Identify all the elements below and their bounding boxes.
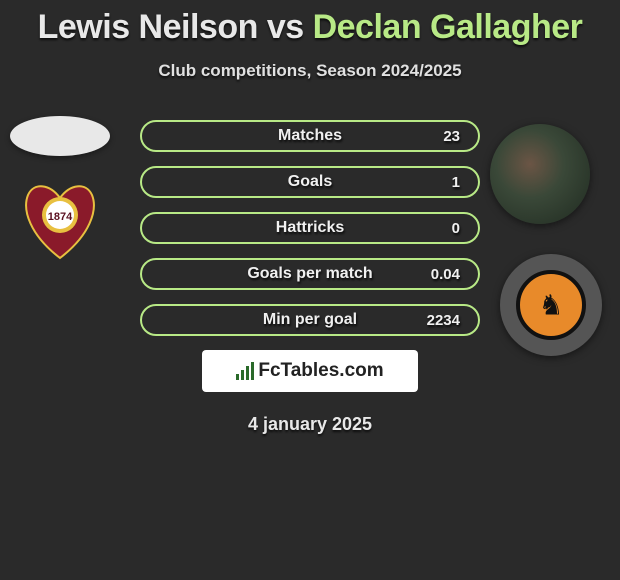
chart-icon (236, 362, 254, 380)
stats-container: Matches 23 Goals 1 Hattricks 0 Goals per… (0, 120, 620, 435)
stat-row-hattricks: Hattricks 0 (140, 212, 480, 244)
branding-text: FcTables.com (258, 360, 383, 382)
date-text: 4 january 2025 (0, 414, 620, 435)
stat-label: Matches (278, 127, 342, 145)
stat-row-goals-per-match: Goals per match 0.04 (140, 258, 480, 290)
stat-value: 2234 (427, 312, 460, 329)
stat-value: 23 (443, 128, 460, 145)
stat-row-goals: Goals 1 (140, 166, 480, 198)
stat-row-min-per-goal: Min per goal 2234 (140, 304, 480, 336)
stat-label: Min per goal (263, 311, 357, 329)
stat-label: Goals (288, 173, 332, 191)
player2-name: Declan Gallagher (313, 8, 583, 46)
stat-value: 0.04 (431, 266, 460, 283)
stat-value: 0 (452, 220, 460, 237)
stat-label: Hattricks (276, 219, 344, 237)
page-title: Lewis Neilson vs Declan Gallagher (0, 0, 620, 47)
vs-label: vs (267, 8, 304, 46)
stat-label: Goals per match (247, 265, 372, 283)
player1-name: Lewis Neilson (38, 8, 258, 46)
branding-box: FcTables.com (202, 350, 418, 392)
subtitle: Club competitions, Season 2024/2025 (0, 61, 620, 81)
stat-row-matches: Matches 23 (140, 120, 480, 152)
stat-value: 1 (452, 174, 460, 191)
